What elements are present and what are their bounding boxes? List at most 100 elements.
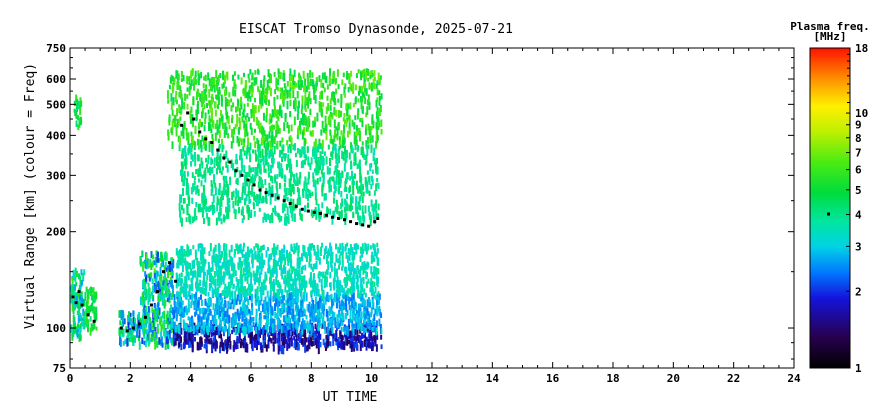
trace-point	[143, 315, 147, 319]
echo-data-layer	[70, 68, 383, 355]
trace-point	[361, 223, 365, 227]
trace-point	[77, 290, 81, 294]
colorbar-tick-label: 18	[855, 42, 868, 55]
trace-point	[240, 173, 244, 177]
y-tick-label: 500	[46, 98, 66, 111]
x-tick-label: 4	[187, 372, 194, 385]
trace-point	[86, 313, 90, 317]
colorbar-tick-label: 9	[855, 119, 862, 132]
trace-point	[155, 290, 159, 294]
colorbar-tick-label: 5	[855, 184, 862, 197]
echo-region-4	[118, 309, 141, 350]
x-tick-label: 12	[425, 372, 438, 385]
echo-region-3	[73, 94, 83, 131]
trace-point	[312, 210, 316, 214]
trace-point	[330, 215, 334, 219]
x-tick-label: 2	[127, 372, 134, 385]
y-tick-label: 300	[46, 169, 66, 182]
x-tick-label: 16	[546, 372, 560, 385]
trace-point	[373, 220, 377, 224]
x-tick-label: 22	[727, 372, 740, 385]
trace-point	[204, 137, 208, 141]
trace-point	[71, 295, 75, 299]
trace-point	[276, 196, 280, 200]
trace-point	[137, 322, 141, 326]
trace-point	[258, 188, 262, 192]
colorbar-gradient	[810, 48, 850, 369]
x-tick-label: 8	[308, 372, 315, 385]
trace-point	[306, 209, 310, 213]
y-tick-label: 100	[46, 322, 66, 335]
trace-point	[270, 193, 274, 197]
colorbar-tick-label: 10	[855, 107, 868, 120]
trace-point	[222, 156, 226, 160]
trace-point	[192, 117, 196, 121]
x-tick-label: 20	[667, 372, 680, 385]
trace-point	[234, 169, 238, 173]
trace-point	[80, 303, 84, 307]
trace-point	[216, 148, 220, 152]
colorbar-title: Plasma freq.	[790, 20, 869, 33]
trace-point	[131, 326, 135, 330]
trace-point	[376, 216, 380, 220]
trace-point	[264, 191, 268, 195]
trace-point	[74, 301, 78, 305]
colorbar-tick-label: 6	[855, 164, 862, 177]
x-tick-label: 24	[787, 372, 801, 385]
trace-point	[318, 211, 322, 215]
x-tick-label: 6	[248, 372, 255, 385]
trace-point	[210, 140, 214, 144]
colorbar-tick-label: 1	[855, 362, 862, 375]
y-tick-label: 600	[46, 73, 66, 86]
x-axis: 0 2 4 6 8 10 12 14 16 18 20 22 24	[67, 48, 801, 385]
colorbar-tick-label: 8	[855, 132, 862, 145]
trace-point	[282, 199, 286, 203]
colorbar-tick-label: 4	[855, 209, 862, 222]
trace-point	[300, 207, 304, 211]
x-tick-label: 10	[365, 372, 378, 385]
trace-point	[324, 213, 328, 217]
echo-region-10	[166, 68, 383, 151]
trace-point	[186, 111, 190, 115]
trace-point	[125, 329, 129, 333]
trace-point	[367, 224, 371, 228]
trace-point	[180, 123, 184, 127]
trace-point	[149, 303, 153, 307]
colorbar-tick-label: 7	[855, 147, 862, 160]
colorbar-tick-label: 3	[855, 240, 862, 253]
trace-point	[252, 183, 256, 187]
echo-region-1	[70, 267, 86, 342]
echo-region-9	[178, 142, 380, 227]
echo-region-2	[83, 286, 98, 336]
x-axis-label: UT TIME	[323, 390, 378, 405]
y-tick-label: 200	[46, 226, 66, 239]
x-tick-label: 14	[486, 372, 500, 385]
x-tick-label: 0	[67, 372, 74, 385]
trace-point	[162, 270, 166, 274]
colorbar-tick-label: 2	[855, 285, 862, 298]
trace-point	[92, 319, 96, 323]
colorbar-frame	[809, 47, 851, 369]
trace-point	[288, 201, 292, 205]
trace-point	[174, 279, 178, 283]
trace-point	[355, 222, 359, 226]
trace-point	[246, 178, 250, 182]
trace-point	[294, 204, 298, 208]
colorbar-unit: [MHz]	[813, 30, 846, 43]
echo-region-7	[172, 291, 383, 337]
y-tick-label: 400	[46, 129, 66, 142]
x-tick-label: 18	[606, 372, 619, 385]
trace-point	[343, 218, 347, 222]
chart-title: EISCAT Tromso Dynasonde, 2025-07-21	[239, 22, 513, 37]
trace-point	[119, 326, 123, 330]
y-axis: 75 100 200 300 400 500 600 750	[46, 42, 794, 375]
echo-region-8	[175, 242, 380, 300]
y-tick-label: 75	[53, 362, 66, 375]
trace-points-layer	[71, 111, 380, 333]
trace-point	[198, 130, 202, 134]
y-tick-label: 750	[46, 42, 66, 55]
y-axis-label: Virtual Range [km] (colour = Freq)	[23, 63, 38, 329]
